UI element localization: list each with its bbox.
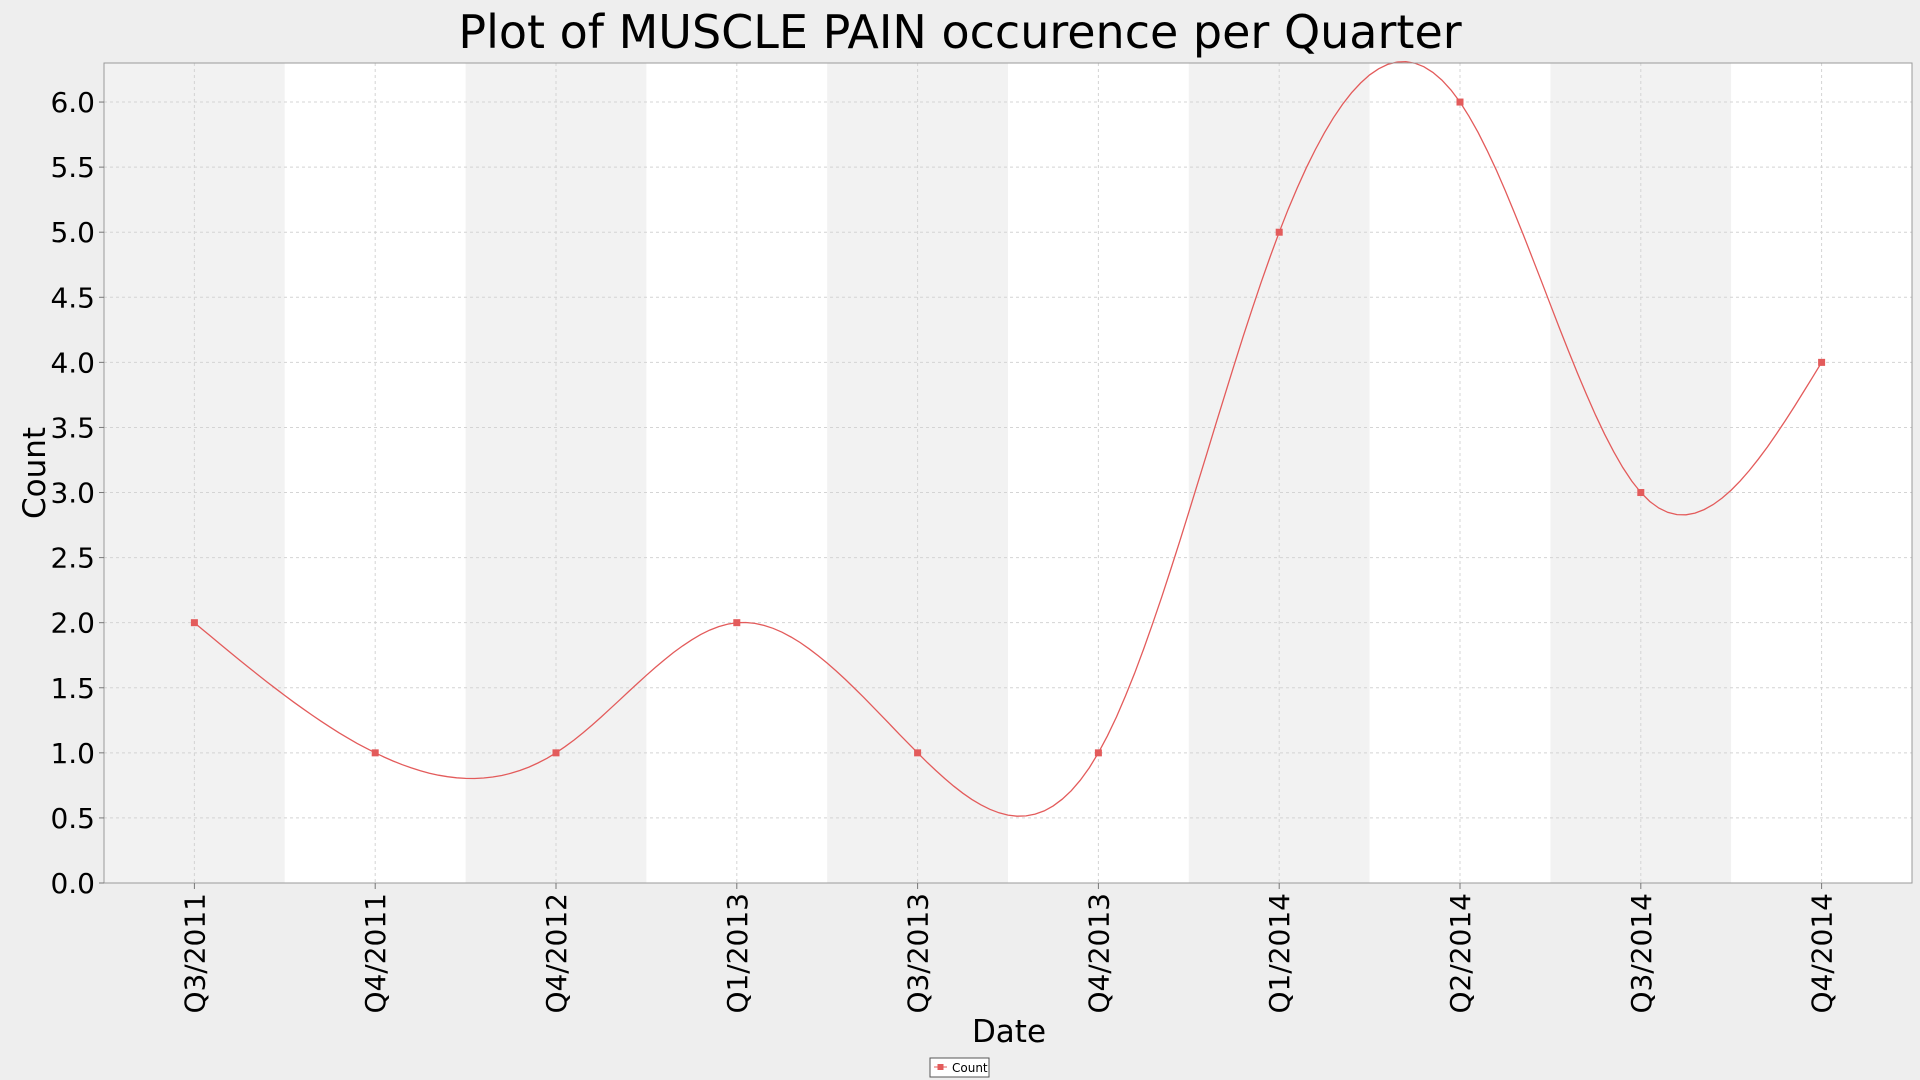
legend: Count	[929, 1057, 990, 1078]
legend-label: Count	[952, 1061, 988, 1075]
chart-title: Plot of MUSCLE PAIN occurence per Quarte…	[458, 5, 1461, 59]
y-tick-label: 4.0	[50, 346, 95, 379]
data-point-marker	[914, 749, 922, 757]
y-tick-label: 5.0	[50, 216, 95, 249]
x-tick-label: Q4/2013	[1082, 893, 1115, 1014]
y-tick-label: 0.0	[50, 867, 95, 900]
x-tick-label: Q1/2014	[1263, 893, 1296, 1014]
x-tick-label: Q4/2014	[1806, 893, 1839, 1014]
y-tick-label: 3.0	[50, 477, 95, 510]
data-point-marker	[733, 619, 741, 627]
y-tick-label: 4.5	[50, 281, 95, 314]
x-tick-label: Q1/2013	[721, 893, 754, 1014]
legend-box	[929, 1057, 990, 1078]
x-tick-label: Q3/2011	[178, 893, 211, 1014]
x-axis-label: Date	[972, 1014, 1046, 1050]
legend-marker-swatch	[937, 1064, 944, 1070]
data-point-marker	[1456, 98, 1464, 106]
data-point-marker	[1818, 358, 1826, 366]
x-tick-label: Q2/2014	[1444, 893, 1477, 1014]
data-point-marker	[371, 749, 379, 757]
x-tick-label: Q3/2014	[1625, 893, 1658, 1014]
data-point-marker	[190, 619, 198, 627]
y-tick-label: 1.5	[50, 672, 95, 705]
x-tick-label: Q4/2011	[359, 893, 392, 1014]
y-tick-label: 6.0	[50, 86, 95, 119]
plot-border	[103, 62, 1913, 884]
x-tick-label: Q4/2012	[540, 893, 573, 1014]
y-tick-label: 2.0	[50, 607, 95, 640]
data-point-marker	[1275, 228, 1283, 236]
x-axis-ticks: Q3/2011 Q4/2011 Q4/2012 Q1/2013 Q3/2013 Q4/20…	[178, 883, 1839, 1014]
x-tick-label: Q3/2013	[902, 893, 935, 1014]
y-axis-label: Count	[17, 427, 53, 519]
y-tick-label: 0.5	[50, 802, 95, 835]
data-point-marker	[1637, 489, 1645, 497]
data-point-marker	[1094, 749, 1102, 757]
y-axis-ticks: 0.0 0.5 1.0 1.5 2.0 2.5 3.0 3.5 4.0 4.5 5.0 5.5 6.0	[50, 86, 104, 900]
y-tick-label: 3.5	[50, 411, 95, 444]
series-markers	[190, 98, 1826, 757]
y-tick-label: 2.5	[50, 542, 95, 575]
series-line-layer	[193, 60, 1823, 817]
y-tick-label: 5.5	[50, 151, 95, 184]
y-tick-label: 1.0	[50, 737, 95, 770]
series-line-count	[193, 60, 1823, 817]
data-point-marker	[552, 749, 560, 757]
